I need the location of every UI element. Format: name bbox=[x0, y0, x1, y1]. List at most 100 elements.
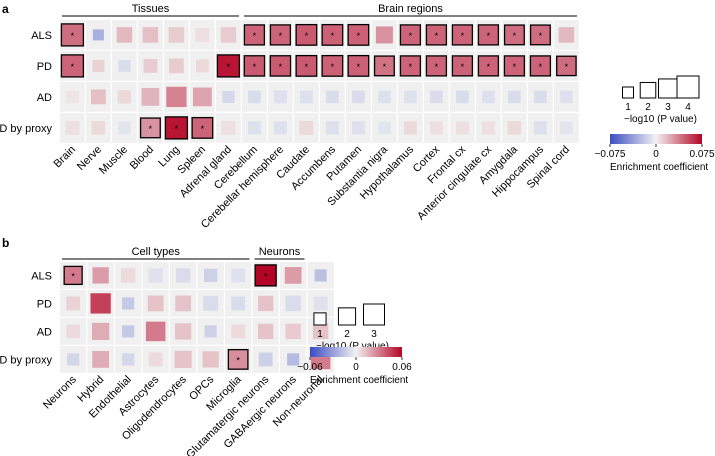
heatmap-cell bbox=[299, 90, 313, 104]
panel-b-heatmap: ***ALSPDADAD by proxyNeuronsHybridEndoth… bbox=[0, 246, 412, 456]
heatmap-cell bbox=[139, 117, 161, 139]
heatmap-cell bbox=[143, 58, 158, 73]
heatmap-cell bbox=[481, 121, 495, 135]
heatmap-cell bbox=[352, 90, 365, 104]
size-legend-square bbox=[622, 86, 634, 99]
heatmap-cell bbox=[247, 121, 261, 135]
heatmap-cell bbox=[503, 55, 526, 77]
heatmap-cell bbox=[425, 55, 448, 77]
heatmap-cell bbox=[273, 121, 287, 135]
significance-star: * bbox=[487, 62, 491, 72]
heatmap-cell bbox=[269, 55, 292, 77]
heatmap-cell bbox=[451, 55, 474, 77]
heatmap-cell bbox=[503, 24, 525, 46]
heatmap-cell bbox=[375, 26, 393, 44]
panel-b-letter: b bbox=[2, 236, 9, 250]
heatmap-cell bbox=[533, 121, 547, 135]
heatmap-cell bbox=[92, 351, 110, 368]
heatmap-cell bbox=[451, 24, 474, 46]
heatmap-cell bbox=[175, 323, 192, 340]
heatmap-cell bbox=[60, 23, 85, 47]
heatmap-cell bbox=[66, 296, 81, 311]
heatmap-cell bbox=[148, 352, 163, 367]
significance-star: * bbox=[71, 271, 75, 281]
significance-star: * bbox=[435, 31, 439, 41]
heatmap-cell bbox=[204, 325, 217, 338]
group-label: Cell types bbox=[132, 246, 181, 258]
heatmap-cell bbox=[455, 121, 469, 135]
row-label: PD bbox=[37, 61, 52, 73]
significance-star: * bbox=[487, 31, 491, 41]
significance-star: * bbox=[149, 124, 153, 134]
heatmap-cell bbox=[202, 351, 219, 368]
heatmap-cell bbox=[373, 55, 395, 77]
significance-star: * bbox=[331, 31, 335, 41]
row-label: AD bbox=[37, 92, 52, 104]
heatmap-cell bbox=[141, 88, 160, 106]
heatmap-cell bbox=[425, 24, 448, 46]
heatmap-cell bbox=[326, 90, 339, 104]
heatmap-cell bbox=[560, 90, 573, 104]
heatmap-cell bbox=[120, 268, 136, 283]
column-label: Blood bbox=[128, 144, 156, 172]
significance-star: * bbox=[264, 271, 268, 281]
column-label: Neurons bbox=[41, 373, 79, 411]
size-legend-title: −log10 (P value) bbox=[624, 114, 697, 125]
colorbar bbox=[610, 134, 702, 144]
heatmap-cell bbox=[222, 90, 235, 103]
heatmap-cell bbox=[220, 27, 237, 43]
heatmap-cell bbox=[148, 268, 163, 283]
colorbar-tick-label: 0.06 bbox=[392, 362, 412, 373]
size-legend-square bbox=[337, 307, 357, 326]
significance-star: * bbox=[539, 62, 543, 72]
heatmap-cell bbox=[65, 90, 79, 104]
group-label: Tissues bbox=[132, 3, 170, 15]
heatmap-cell bbox=[556, 55, 577, 77]
heatmap-cell bbox=[118, 59, 131, 72]
heatmap-cell bbox=[399, 24, 422, 46]
significance-star: * bbox=[409, 62, 413, 72]
heatmap-cell bbox=[231, 296, 246, 311]
heatmap-cell bbox=[145, 321, 166, 342]
heatmap-cell bbox=[507, 121, 522, 135]
heatmap-cell bbox=[347, 23, 370, 46]
heatmap-cell bbox=[191, 116, 214, 139]
heatmap-cell bbox=[254, 264, 277, 287]
row-label: AD bbox=[37, 327, 52, 339]
colorbar-tick-label: 0 bbox=[353, 362, 359, 373]
heatmap-cell bbox=[399, 55, 422, 77]
colorbar bbox=[310, 347, 402, 357]
heatmap-cell bbox=[560, 121, 573, 135]
significance-star: * bbox=[279, 62, 283, 72]
heatmap-cell bbox=[122, 353, 135, 366]
heatmap-cell bbox=[66, 324, 81, 339]
heatmap-cell bbox=[313, 296, 328, 311]
significance-star: * bbox=[305, 31, 309, 41]
size-legend-value: 1 bbox=[317, 329, 323, 340]
row-label: ALS bbox=[31, 271, 52, 283]
heatmap-cell bbox=[92, 29, 104, 41]
heatmap-cell bbox=[273, 90, 287, 104]
heatmap-cell bbox=[92, 59, 105, 72]
size-legend-square bbox=[363, 303, 385, 326]
heatmap-cell bbox=[248, 90, 261, 104]
colorbar-tick-label: −0.075 bbox=[595, 149, 626, 160]
heatmap-cell bbox=[204, 268, 218, 283]
heatmap-cell bbox=[118, 121, 131, 135]
heatmap-cell bbox=[257, 295, 274, 312]
row-label: ALS bbox=[31, 30, 52, 42]
heatmap-cell bbox=[243, 55, 266, 77]
heatmap-cell bbox=[295, 54, 318, 77]
heatmap-cell bbox=[164, 116, 189, 140]
significance-star: * bbox=[513, 62, 517, 72]
heatmap-cell bbox=[195, 59, 209, 73]
heatmap-cell bbox=[195, 27, 210, 42]
panel-a-heatmap: * * * * * * * * * * * * * * * * * * * * * * * * * * * * * * ALS PD AD AD … bbox=[0, 3, 715, 231]
significance-star: * bbox=[331, 62, 335, 72]
heatmap-cell bbox=[147, 295, 164, 312]
heatmap-cell bbox=[269, 24, 292, 46]
heatmap-cell bbox=[231, 324, 246, 339]
size-legend-value: 3 bbox=[371, 329, 377, 340]
panel-a-letter: a bbox=[2, 2, 9, 16]
significance-star: * bbox=[357, 31, 361, 41]
